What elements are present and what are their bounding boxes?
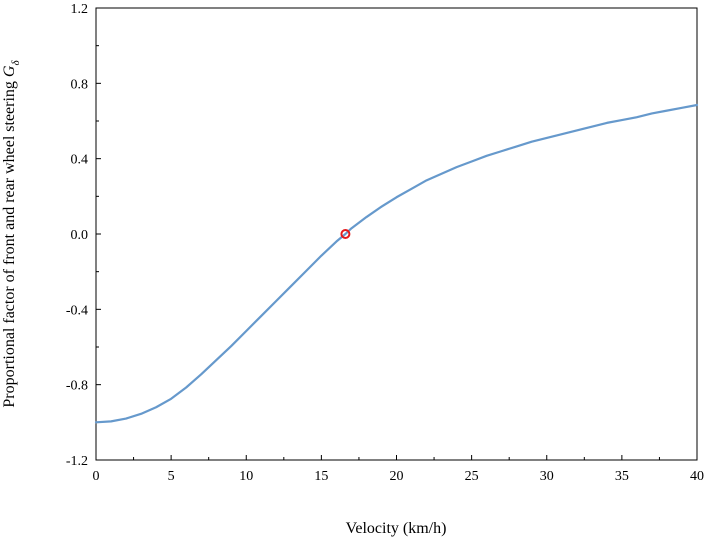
x-tick-label: 5 — [168, 469, 175, 484]
x-axis-title: Velocity (km/h) — [346, 520, 447, 537]
y-tick-label: -0.4 — [66, 303, 88, 318]
y-tick-label: -0.8 — [66, 379, 88, 394]
y-tick-label: 0.8 — [71, 77, 89, 92]
x-tick-label: 20 — [390, 469, 404, 484]
ticks-layer — [95, 7, 698, 461]
x-tick-label: 35 — [615, 469, 629, 484]
tick-labels-layer: 0 5 10 15 20 25 30 35 40 1.2 0.8 0.4 0.0 -0.4 -0.8 -1.2 — [66, 2, 704, 484]
series-line — [94, 103, 699, 424]
y-tick-label: 0.0 — [71, 228, 89, 243]
y-axis-title-text: Proportional factor of front and rear wh… — [1, 81, 18, 408]
x-tick-label: 25 — [465, 469, 479, 484]
y-axis-title-symbol: G — [1, 65, 18, 77]
y-tick-label: 0.4 — [71, 153, 89, 168]
zero-crossing-marker — [340, 229, 351, 239]
y-tick-label: 1.2 — [71, 2, 89, 17]
x-tick-label: 40 — [690, 469, 704, 484]
x-tick-label: 30 — [540, 469, 554, 484]
y-axis-title-subscript: δ — [10, 60, 22, 66]
x-tick-label: 10 — [239, 469, 253, 484]
y-tick-label: -1.2 — [66, 454, 88, 469]
plot-frame — [95, 7, 698, 461]
x-tick-label: 0 — [93, 469, 100, 484]
x-tick-label: 15 — [314, 469, 328, 484]
y-axis-title: Proportional factor of front and rear wh… — [1, 60, 22, 408]
